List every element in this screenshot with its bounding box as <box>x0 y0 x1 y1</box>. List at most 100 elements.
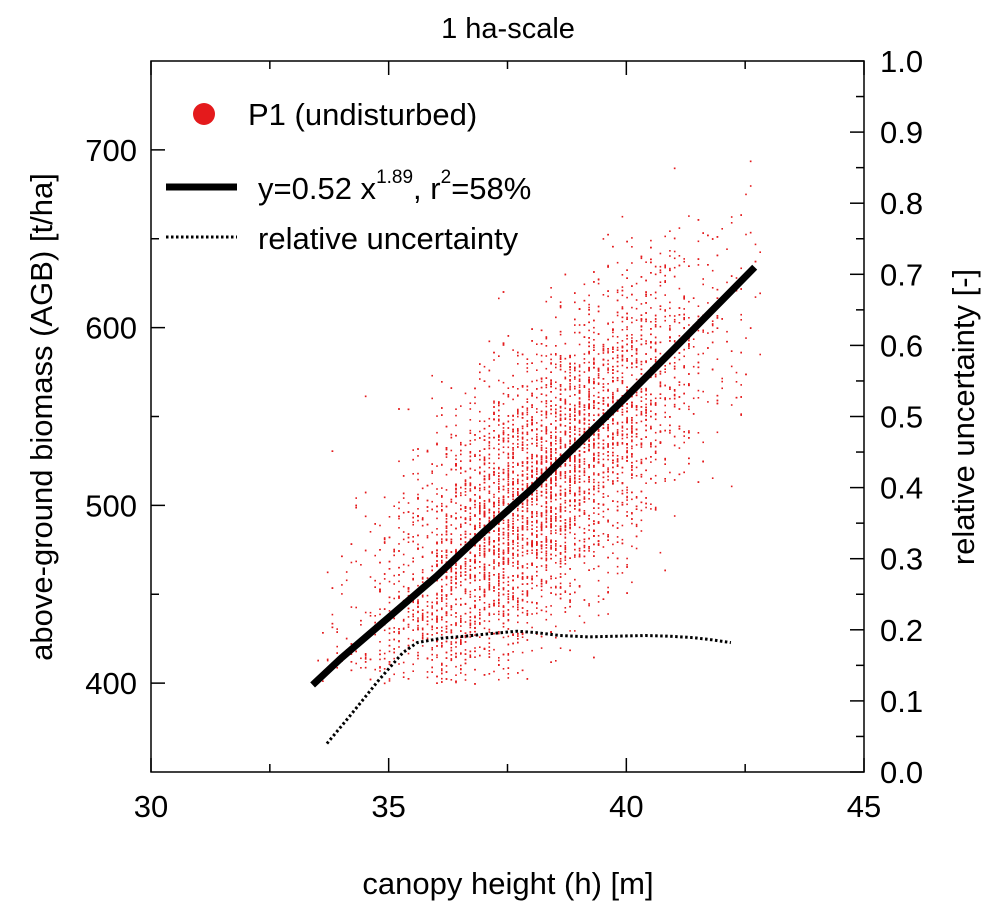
scatter-point <box>521 537 524 540</box>
scatter-point <box>578 406 581 408</box>
scatter-point <box>559 582 562 585</box>
scatter-point <box>441 681 443 683</box>
scatter-point <box>550 506 552 508</box>
scatter-point <box>502 504 505 506</box>
scatter-point <box>336 645 338 648</box>
scatter-point <box>417 617 419 619</box>
scatter-point <box>536 408 538 410</box>
scatter-point <box>635 358 638 360</box>
scatter-point <box>455 512 457 515</box>
scatter-point <box>559 485 562 488</box>
scatter-point <box>626 269 628 271</box>
scatter-point <box>664 411 666 414</box>
scatter-point <box>450 614 453 616</box>
scatter-point <box>479 572 481 574</box>
scatter-point <box>564 555 567 558</box>
scatter-point <box>512 455 514 458</box>
scatter-point <box>398 460 400 463</box>
scatter-point <box>469 582 472 584</box>
scatter-point <box>388 610 391 612</box>
scatter-point <box>602 447 605 450</box>
scatter-point <box>716 288 719 291</box>
scatter-point <box>730 485 733 488</box>
scatter-point <box>540 354 543 357</box>
scatter-point <box>645 403 647 406</box>
scatter-point <box>531 501 533 503</box>
scatter-point <box>616 314 619 317</box>
scatter-point <box>469 460 472 462</box>
scatter-point <box>574 533 576 535</box>
scatter-point <box>460 441 462 444</box>
scatter-point <box>488 442 491 444</box>
scatter-point <box>555 366 557 369</box>
scatter-point <box>421 619 424 621</box>
scatter-point <box>626 447 628 449</box>
scatter-point <box>664 365 666 367</box>
scatter-point <box>526 407 529 409</box>
scatter-point <box>645 340 647 342</box>
scatter-point <box>483 524 486 527</box>
scatter-point <box>474 595 476 598</box>
scatter-point <box>616 464 619 466</box>
scatter-point <box>559 406 562 409</box>
scatter-point <box>550 477 552 479</box>
scatter-point <box>631 427 633 429</box>
scatter-point <box>669 314 671 317</box>
scatter-point <box>512 547 514 549</box>
scatter-point <box>555 482 557 485</box>
scatter-point <box>536 489 538 492</box>
scatter-point <box>678 322 681 324</box>
scatter-point <box>536 541 538 544</box>
scatter-point <box>383 578 386 580</box>
scatter-point <box>659 341 662 344</box>
scatter-point <box>555 625 557 628</box>
scatter-point <box>602 453 605 455</box>
scatter-point <box>460 486 462 489</box>
scatter-point <box>469 560 472 562</box>
scatter-point <box>460 460 462 462</box>
scatter-point <box>564 519 567 521</box>
scatter-point <box>540 583 543 585</box>
scatter-point <box>493 587 495 589</box>
scatter-point <box>493 474 495 476</box>
scatter-point <box>483 608 486 611</box>
scatter-point <box>536 512 538 515</box>
scatter-point <box>445 598 448 600</box>
scatter-point <box>555 451 557 454</box>
scatter-point <box>683 441 685 444</box>
scatter-point <box>326 658 329 661</box>
scatter-point <box>654 507 657 510</box>
scatter-point <box>583 283 586 286</box>
scatter-point <box>612 462 614 464</box>
scatter-point <box>650 461 652 463</box>
scatter-point <box>640 400 643 402</box>
scatter-point <box>616 459 619 461</box>
scatter-point <box>588 303 590 306</box>
scatter-point <box>574 493 576 496</box>
scatter-point <box>550 391 552 393</box>
scatter-point <box>483 513 486 515</box>
scatter-point <box>597 310 600 313</box>
scatter-point <box>593 382 595 385</box>
scatter-point <box>341 584 343 586</box>
scatter-point <box>531 587 533 590</box>
scatter-point <box>536 353 538 356</box>
scatter-point <box>569 486 571 489</box>
scatter-point <box>597 535 600 537</box>
scatter-point <box>621 572 624 574</box>
scatter-point <box>483 567 486 569</box>
scatter-point <box>441 578 443 581</box>
scatter-point <box>455 646 457 648</box>
scatter-point <box>545 618 548 621</box>
scatter-point <box>602 383 605 385</box>
scatter-point <box>545 491 548 493</box>
scatter-point <box>526 462 529 465</box>
scatter-point <box>607 350 609 352</box>
scatter-point <box>469 512 472 515</box>
scatter-point <box>616 410 619 412</box>
scatter-point <box>445 621 448 623</box>
scatter-point <box>550 525 552 528</box>
scatter-point <box>645 389 647 392</box>
scatter-point <box>631 422 633 424</box>
scatter-point <box>407 616 410 618</box>
